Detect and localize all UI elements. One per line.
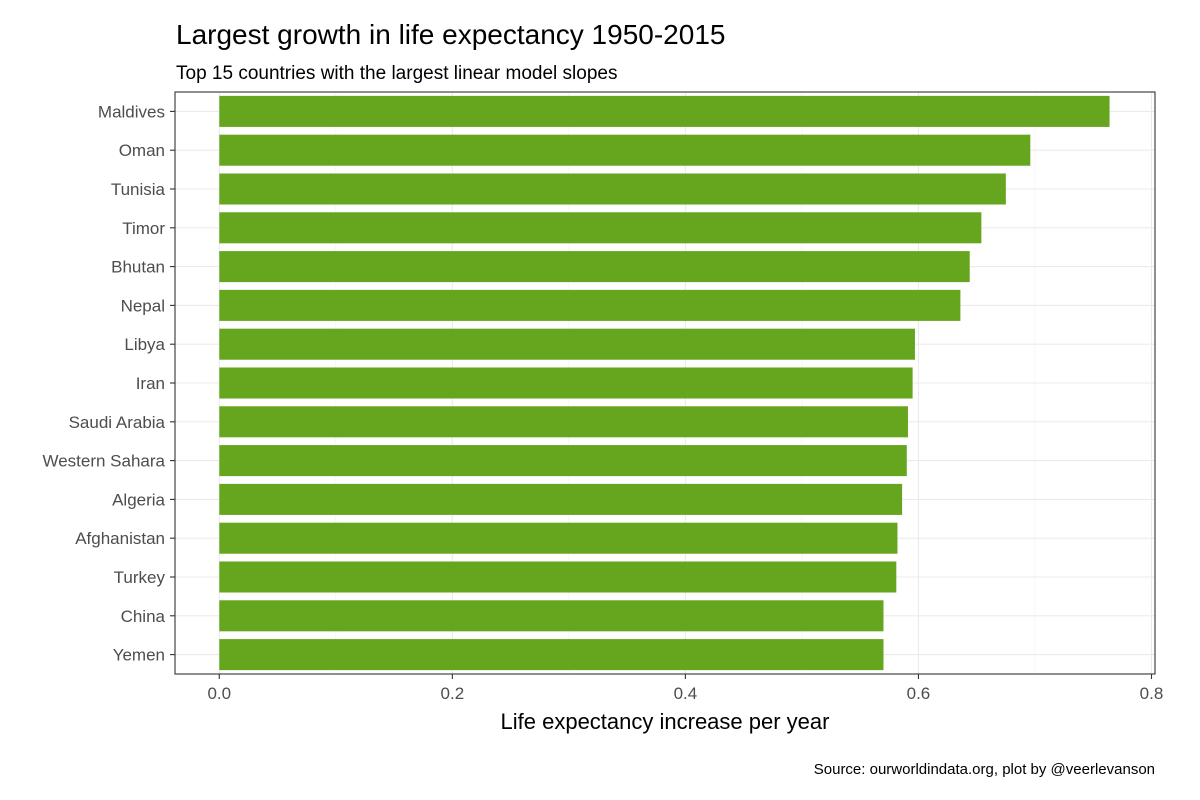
bar-maldives bbox=[219, 95, 1110, 127]
chart-subtitle: Top 15 countries with the largest linear… bbox=[176, 63, 617, 84]
chart-caption: Source: ourworldindata.org, plot by @vee… bbox=[814, 761, 1155, 778]
bar-bhutan bbox=[219, 251, 970, 283]
bar-western-sahara bbox=[219, 445, 907, 477]
y-tick-label: Timor bbox=[122, 219, 165, 238]
x-tick-label: 0.2 bbox=[441, 684, 465, 703]
y-axis: Maldives Oman Tunisia Timor Bhutan Nepal Libya… bbox=[42, 102, 175, 665]
bar-algeria bbox=[219, 483, 903, 515]
x-tick-label: 0.4 bbox=[674, 684, 698, 703]
x-axis-title: Life expectancy increase per year bbox=[501, 709, 830, 734]
y-tick-label: Western Sahara bbox=[42, 452, 165, 471]
y-tick-label: Maldives bbox=[98, 102, 165, 121]
bar-saudi-arabia bbox=[219, 406, 908, 438]
y-tick-label: Oman bbox=[119, 141, 165, 160]
bar-oman bbox=[219, 134, 1031, 166]
y-tick-label: Saudi Arabia bbox=[69, 413, 166, 432]
bar-iran bbox=[219, 367, 913, 399]
bars bbox=[219, 95, 1110, 671]
x-axis: 0.0 0.2 0.4 0.6 0.8 bbox=[207, 674, 1163, 703]
chart-title: Largest growth in life expectancy 1950-2… bbox=[176, 19, 725, 50]
y-tick-label: Bhutan bbox=[111, 258, 165, 277]
x-tick-label: 0.6 bbox=[907, 684, 931, 703]
y-tick-label: Nepal bbox=[121, 296, 165, 315]
bar-libya bbox=[219, 328, 915, 360]
bar-china bbox=[219, 600, 884, 632]
y-tick-label: Afghanistan bbox=[75, 529, 165, 548]
bar-timor bbox=[219, 212, 982, 244]
y-tick-label: Iran bbox=[136, 374, 165, 393]
x-tick-label: 0.0 bbox=[207, 684, 231, 703]
y-tick-label: Turkey bbox=[114, 568, 166, 587]
bar-nepal bbox=[219, 289, 961, 321]
y-tick-label: China bbox=[121, 607, 166, 626]
bar-turkey bbox=[219, 561, 897, 593]
bar-afghanistan bbox=[219, 522, 898, 554]
y-tick-label: Libya bbox=[124, 335, 165, 354]
y-tick-label: Tunisia bbox=[111, 180, 166, 199]
bar-tunisia bbox=[219, 173, 1006, 205]
y-tick-label: Yemen bbox=[113, 646, 165, 665]
bar-yemen bbox=[219, 639, 884, 671]
x-tick-label: 0.8 bbox=[1140, 684, 1164, 703]
y-tick-label: Algeria bbox=[112, 490, 165, 509]
